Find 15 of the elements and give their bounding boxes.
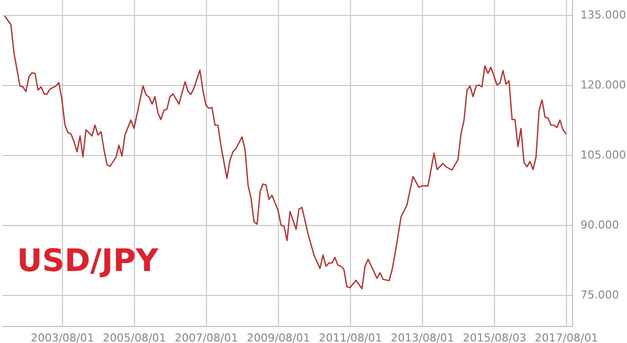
x-tick-label: 2015/08/03: [462, 332, 526, 343]
x-tick-label: 2011/08/01: [318, 332, 382, 343]
y-tick-label: 90.000: [580, 218, 619, 232]
line-series: [4, 16, 567, 290]
y-tick-label: 75.000: [580, 288, 619, 302]
y-tick-label: 135.000: [580, 8, 626, 22]
y-tick-label: 120.000: [580, 78, 626, 92]
y-tick-label: 105.000: [580, 148, 626, 162]
x-tick-label: 2009/08/01: [246, 332, 310, 343]
x-tick-label: 2007/08/01: [174, 332, 238, 343]
x-tick-label: 2003/08/01: [30, 332, 94, 343]
x-tick-label: 2013/08/01: [390, 332, 454, 343]
x-tick-label: 2005/08/01: [102, 332, 166, 343]
x-tick-label: 2017/08/01: [534, 332, 598, 343]
annotation: USD/JPY: [17, 243, 159, 279]
